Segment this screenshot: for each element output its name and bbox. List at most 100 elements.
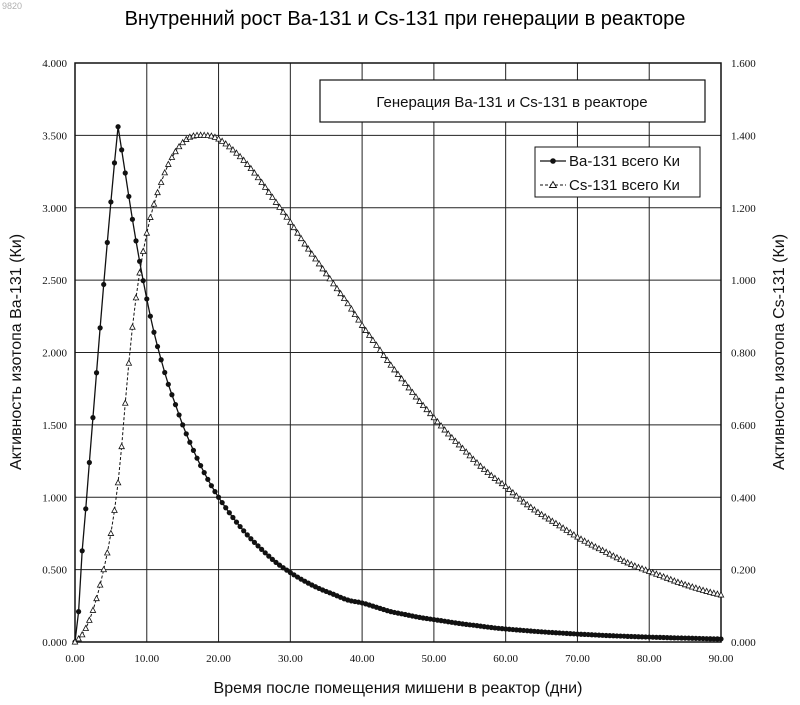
- series-layer: [71, 124, 725, 645]
- point-cs131: [71, 638, 79, 645]
- point-ba131: [187, 439, 193, 445]
- y-right-tick-label: 0.000: [731, 637, 756, 649]
- point-cs131: [645, 567, 653, 574]
- point-cs131: [592, 543, 599, 550]
- point-ba131: [233, 519, 240, 525]
- point-ba131: [251, 539, 258, 545]
- y-left-tick-label: 0.500: [42, 565, 67, 577]
- point-cs131: [531, 506, 538, 513]
- point-cs131: [617, 555, 624, 562]
- point-cs131: [685, 582, 693, 589]
- point-cs131: [473, 459, 481, 466]
- point-cs131: [254, 173, 262, 181]
- point-cs131: [243, 160, 251, 167]
- point-ba131: [190, 447, 197, 453]
- point-ba131: [180, 422, 186, 428]
- point-cs131: [347, 305, 355, 312]
- y-right-tick-label: 1.400: [731, 130, 756, 142]
- point-cs131: [523, 500, 531, 508]
- point-cs131: [215, 135, 222, 142]
- x-tick-label: 40.00: [350, 653, 375, 665]
- y-left-tick-label: 1.000: [42, 492, 67, 504]
- point-cs131: [405, 383, 413, 391]
- point-cs131: [714, 590, 721, 597]
- point-ba131: [101, 281, 107, 288]
- point-cs131: [574, 533, 581, 540]
- point-cs131: [172, 147, 179, 155]
- point-cs131: [477, 462, 484, 469]
- x-tick-label: 0.00: [65, 653, 85, 665]
- point-cs131: [322, 269, 330, 277]
- point-ba131: [75, 609, 82, 615]
- point-cs131: [229, 145, 237, 153]
- point-cs131: [333, 284, 341, 292]
- point-cs131: [315, 259, 323, 267]
- y-left-tick-label: 2.000: [42, 348, 67, 360]
- point-ba131: [215, 494, 222, 500]
- y-right-axis-ticks: 0.000 0.200 0.400 0.600 0.800 1.000 1.200 1.400…: [731, 58, 756, 649]
- point-ba131: [248, 536, 254, 542]
- point-ba131: [169, 392, 175, 398]
- point-cs131: [505, 485, 513, 492]
- x-tick-label: 50.00: [422, 653, 447, 665]
- point-ba131: [226, 510, 232, 516]
- point-cs131: [89, 606, 97, 613]
- point-cs131: [168, 153, 176, 160]
- point-cs131: [412, 393, 420, 400]
- point-cs131: [706, 588, 714, 595]
- point-cs131: [674, 578, 682, 585]
- point-ba131: [183, 431, 189, 437]
- point-cs131: [581, 537, 588, 544]
- annotation-text: Генерация Ba-131 и Cs-131 в реакторе: [376, 94, 647, 111]
- point-ba131: [126, 193, 132, 200]
- point-cs131: [667, 575, 675, 583]
- point-cs131: [304, 245, 312, 252]
- point-cs131: [513, 492, 520, 499]
- point-cs131: [717, 591, 725, 598]
- point-ba131: [115, 124, 121, 130]
- y-left-axis-label: Активность изотопа Ba-131 (Ки): [8, 234, 25, 470]
- point-cs131: [204, 131, 212, 139]
- point-cs131: [430, 413, 438, 421]
- point-ba131: [276, 562, 283, 568]
- point-cs131: [495, 477, 502, 484]
- point-cs131: [111, 506, 118, 513]
- point-cs131: [595, 544, 603, 552]
- point-cs131: [548, 517, 556, 524]
- legend: Ba-131 всего Ки Cs-131 всего Ки: [534, 146, 701, 198]
- y-left-tick-label: 4.000: [42, 58, 67, 70]
- point-cs131: [459, 444, 466, 451]
- chart-title: Внутренний рост Ba-131 и Cs-131 при гене…: [125, 8, 686, 30]
- point-cs131: [261, 183, 269, 190]
- point-cs131: [114, 478, 122, 486]
- point-cs131: [283, 213, 291, 220]
- point-cs131: [570, 531, 578, 538]
- point-cs131: [419, 401, 427, 409]
- point-ba131: [129, 216, 136, 222]
- point-ba131: [230, 514, 236, 521]
- point-cs131: [638, 564, 646, 572]
- point-cs131: [692, 584, 700, 591]
- point-cs131: [408, 388, 416, 395]
- point-cs131: [520, 498, 527, 505]
- x-tick-label: 10.00: [134, 653, 159, 665]
- x-axis-label: Время после помещения мишени в реактор (…: [214, 680, 583, 697]
- y-left-tick-label: 3.000: [42, 203, 67, 215]
- legend-marker-cs131: [548, 180, 558, 188]
- point-cs131: [272, 198, 280, 205]
- point-cs131: [150, 200, 158, 207]
- point-ba131: [162, 369, 168, 376]
- point-cs131: [416, 397, 423, 404]
- point-cs131: [301, 240, 309, 247]
- point-cs131: [340, 294, 348, 302]
- point-ba131: [144, 296, 150, 302]
- point-cs131: [444, 430, 452, 437]
- point-cs131: [100, 565, 108, 573]
- point-ba131: [241, 528, 247, 534]
- point-cs131: [157, 178, 165, 185]
- point-ba131: [718, 636, 724, 642]
- point-cs131: [487, 471, 495, 479]
- point-ba131: [273, 559, 279, 565]
- point-cs131: [584, 539, 592, 546]
- point-cs131: [527, 503, 535, 510]
